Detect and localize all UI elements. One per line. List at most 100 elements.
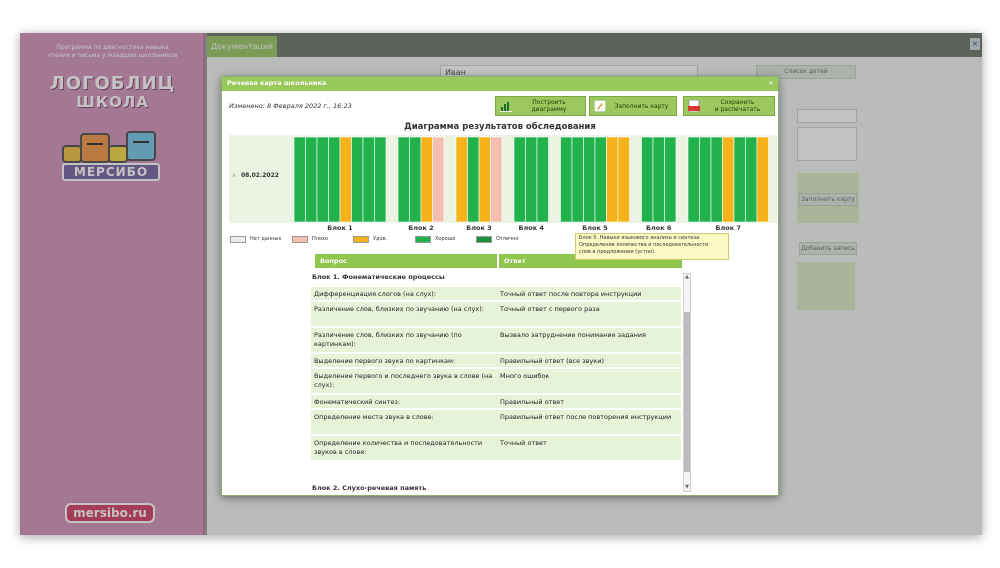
pdf-icon <box>688 100 700 112</box>
row-answer: Правильный ответ после повторения инстру… <box>500 413 672 421</box>
sidebar: Программа по диагностике навыка чтения и… <box>20 33 205 535</box>
block2-title: Блок 2. Слухо-речевая память <box>312 484 427 492</box>
logo-subtitle: ШКОЛА <box>76 93 149 111</box>
legend-swatch <box>292 236 308 243</box>
chart-bar[interactable] <box>699 136 712 223</box>
tab-documentation[interactable]: Документация <box>207 36 277 57</box>
chart-bar[interactable] <box>652 136 665 223</box>
save-print-label: Сохранить и распечатать <box>714 99 761 113</box>
chart-bar[interactable] <box>455 136 468 223</box>
chart-bar[interactable] <box>525 136 538 223</box>
chart-bar[interactable] <box>536 136 549 223</box>
chart-bar[interactable] <box>710 136 723 223</box>
chart-bar[interactable] <box>756 136 769 223</box>
legend-swatch <box>476 236 492 243</box>
sidebar-subtitle-line2: чтения и письма у младших школьников <box>47 52 178 59</box>
modal-close-button[interactable]: × <box>768 79 774 87</box>
bg-fill-card-button[interactable]: Заполнить карту <box>799 193 857 206</box>
chart-bar[interactable] <box>560 136 573 223</box>
bg-field-right[interactable] <box>797 109 857 123</box>
fill-card-label: Заполнить карту <box>614 102 669 110</box>
build-chart-label: Построить диаграмму <box>531 99 567 113</box>
chart-bar[interactable] <box>351 136 364 223</box>
legend-label: Нет данных <box>250 236 282 242</box>
name-field-value: Иван <box>445 68 466 77</box>
pencil-icon <box>594 100 606 112</box>
chart-bar[interactable] <box>606 136 619 223</box>
modal-title: Речевая карта школьника <box>227 79 327 87</box>
chart-bar[interactable] <box>687 136 700 223</box>
row-question: Определение количества и последовательно… <box>314 439 483 456</box>
chart-bar[interactable] <box>420 136 433 223</box>
block-label: Блок 5 <box>582 224 608 232</box>
site-link[interactable]: mersibo.ru <box>65 503 155 523</box>
row-question: Выделение первого звука по картинкам: <box>314 357 456 365</box>
legend-swatch <box>230 236 246 243</box>
chart-row-date: 08.02.2022 <box>241 172 279 179</box>
scroll-thumb[interactable] <box>684 312 690 472</box>
logo-title: ЛОГОБЛИЦ <box>49 73 176 94</box>
table-row: Выделение первого и последнего звука в с… <box>311 368 681 393</box>
add-record-button[interactable]: Добавить запись <box>799 242 857 255</box>
close-window-button[interactable]: × <box>970 38 980 50</box>
chart-bar[interactable] <box>490 136 503 223</box>
table-row: Выделение первого звука по картинкам: Пра… <box>311 353 681 367</box>
chart-bar[interactable] <box>513 136 526 223</box>
build-chart-button[interactable]: Построить диаграмму <box>495 96 586 116</box>
tooltip-line1: Блок 5. Навыки языкового анализа и синте… <box>579 235 700 241</box>
tooltip-line2: Определение количества и последовательно… <box>579 242 709 248</box>
chart-bar[interactable] <box>374 136 387 223</box>
block-label: Блок 7 <box>716 224 741 232</box>
chart-bar[interactable] <box>745 136 758 223</box>
results-chart: × 08.02.2022 Блок 1 Блок 2 Блок 3 Блок 4 Бло… <box>229 135 777 232</box>
row-answer: Правильный ответ <box>500 398 565 406</box>
chart-bar[interactable] <box>733 136 746 223</box>
chart-bar[interactable] <box>328 136 341 223</box>
scroll-down-arrow[interactable]: ▼ <box>685 484 689 490</box>
row-question: Определение места звука в слове: <box>314 413 434 421</box>
legend-label: Хорошо <box>435 236 456 242</box>
row-answer: Много ошибок <box>500 372 550 380</box>
table-row: Фонематический синтез: Правильный ответ <box>311 394 681 408</box>
chart-bar[interactable] <box>432 136 445 223</box>
save-print-button[interactable]: Сохранить и распечатать <box>683 96 775 116</box>
legend-label: Плохо <box>312 236 329 242</box>
fill-card-button[interactable]: Заполнить карту <box>589 96 677 116</box>
table-scrollbar[interactable]: ▲ ▼ <box>683 273 691 492</box>
table-row: Дифференциация слогов (на слух): Точный о… <box>311 286 681 300</box>
chart-bar[interactable] <box>316 136 329 223</box>
block-label: Блок 1 <box>327 224 353 232</box>
chart-tooltip: Блок 5. Навыки языкового анализа и синте… <box>575 233 729 260</box>
children-list-button[interactable]: Список детей <box>756 65 856 79</box>
chart-bar[interactable] <box>409 136 422 223</box>
chart-bar[interactable] <box>594 136 607 223</box>
chart-bar[interactable] <box>397 136 410 223</box>
block-label: Блок 4 <box>519 224 545 232</box>
chart-bar[interactable] <box>641 136 654 223</box>
chart-bar[interactable] <box>664 136 677 223</box>
row-answer: Точный ответ после повтора инструкции <box>500 290 642 298</box>
column-header-question: Вопрос <box>315 254 497 268</box>
modified-date: Изменено: 8 Февраля 2022 г., 16:23 <box>229 102 352 110</box>
chart-bar[interactable] <box>362 136 375 223</box>
chart-bar[interactable] <box>722 136 735 223</box>
speech-card-modal: Речевая карта школьника × Изменено: 8 Фе… <box>221 76 779 496</box>
chart-title: Диаграмма результатов обследования <box>404 122 596 132</box>
chart-bar[interactable] <box>293 136 306 223</box>
date-marker: × <box>232 173 237 179</box>
block-label: Блок 6 <box>646 224 672 232</box>
chart-bar[interactable] <box>478 136 491 223</box>
scroll-up-arrow[interactable]: ▲ <box>685 274 689 280</box>
bg-textarea-right[interactable] <box>797 127 857 161</box>
sidebar-subtitle-line1: Программа по диагностике навыка <box>56 44 169 51</box>
chart-bar[interactable] <box>339 136 352 223</box>
row-answer: Правильный ответ (все звуки) <box>500 357 604 365</box>
chart-bar[interactable] <box>305 136 318 223</box>
chart-bar[interactable] <box>617 136 630 223</box>
block-label: Блок 2 <box>408 224 433 232</box>
chart-bar[interactable] <box>571 136 584 223</box>
table-row: Различение слов, близких по звучанию (по… <box>311 327 681 352</box>
chart-bar[interactable] <box>583 136 596 223</box>
chart-bar[interactable] <box>467 136 480 223</box>
row-question: Фонематический синтез: <box>314 398 401 406</box>
